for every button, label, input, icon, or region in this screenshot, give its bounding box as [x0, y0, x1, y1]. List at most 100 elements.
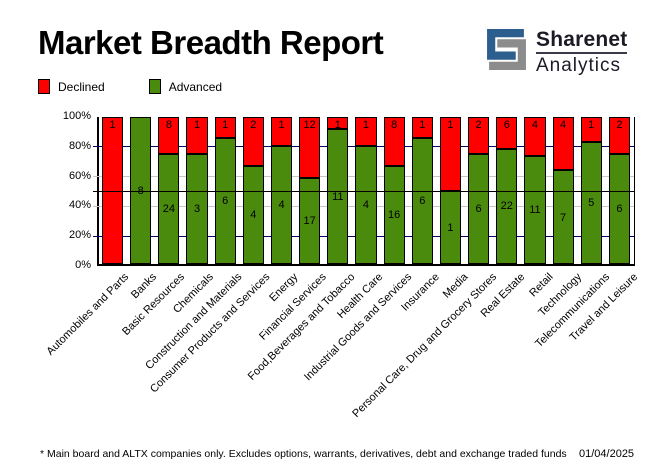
declined-value: 2: [616, 119, 623, 131]
declined-segment: [102, 117, 124, 264]
advanced-segment: [270, 146, 293, 264]
advanced-segment: [411, 138, 433, 264]
declined-value: 1: [334, 119, 341, 131]
advanced-segment: [130, 117, 152, 264]
declined-value: 8: [165, 119, 172, 131]
report-date: 01/04/2025: [579, 448, 635, 460]
advanced-value: 16: [388, 209, 401, 222]
advanced-segment: [468, 153, 490, 264]
advanced-value: 5: [588, 196, 595, 209]
advanced-value: 4: [278, 199, 285, 212]
declined-segment: [580, 117, 602, 142]
bar-slot: 8 24: [155, 117, 183, 264]
declined-segment: [383, 117, 405, 166]
y-axis-label: 60%: [68, 169, 91, 182]
advanced-segment: [524, 156, 546, 264]
declined-segment: [299, 117, 321, 178]
declined-value: 8: [391, 119, 398, 131]
advanced-value: 6: [616, 203, 623, 216]
legend-item-declined: Declined: [38, 79, 105, 94]
advanced-segment: [383, 166, 405, 264]
plot-area: 1882413162414121711114816161126622411471…: [93, 117, 635, 266]
advanced-segment: [496, 148, 518, 264]
declined-value: 1: [588, 119, 595, 131]
bar-slot: 6 22: [493, 117, 521, 264]
logo-divider: [536, 52, 628, 54]
declined-value: 6: [503, 119, 510, 131]
declined-segment: [186, 117, 208, 154]
declined-value: 1: [278, 119, 285, 131]
declined-value: 4: [560, 119, 567, 131]
advanced-swatch-icon: [148, 79, 161, 94]
sharenet-logo: Sharenet Analytics: [486, 28, 628, 76]
bar-food-beverages-and-tobacco: 1 11: [327, 117, 349, 264]
declined-value: 1: [222, 119, 229, 131]
declined-segment: [468, 117, 490, 154]
bar-retail: 4 11: [524, 117, 546, 264]
advanced-segment: [355, 146, 377, 264]
x-axis-label: Automobiles and Parts: [43, 271, 131, 358]
footnote: * Main board and ALTX companies only. Ex…: [40, 448, 567, 460]
advanced-value: 4: [362, 199, 370, 212]
declined-segment: [524, 117, 546, 157]
bars-container: 1882413162414121711114816161126622411471…: [99, 117, 634, 264]
bar-slot: 8: [127, 117, 155, 264]
declined-segment: [327, 117, 349, 130]
advanced-value: 3: [193, 203, 201, 216]
y-axis-label: 80%: [68, 139, 91, 152]
declined-swatch-icon: [38, 79, 50, 94]
sharenet-logo-icon: [487, 29, 526, 70]
y-axis-label: 20%: [68, 229, 91, 242]
legend-label-advanced: Advanced: [168, 79, 223, 94]
page-title: Market Breadth Report: [38, 24, 384, 61]
bar-slot: 1: [99, 117, 127, 264]
declined-segment: [355, 117, 377, 147]
bar-real-estate: 6 22: [496, 117, 518, 264]
y-axis-label: 0%: [75, 259, 91, 271]
advanced-segment: [327, 129, 349, 264]
chart-legend: Declined Advanced: [38, 79, 222, 94]
legend-label-declined: Declined: [58, 79, 105, 94]
declined-segment: [270, 117, 293, 147]
advanced-value: 24: [162, 203, 176, 216]
advanced-value: 11: [529, 204, 541, 217]
logo-brand-name: Sharenet: [536, 28, 628, 51]
advanced-segment: [580, 141, 602, 264]
declined-segment: [496, 117, 518, 149]
advanced-segment: [158, 153, 180, 264]
advanced-segment: [608, 153, 630, 264]
bar-basic-resources: 8 24: [158, 117, 180, 264]
declined-value: 1: [419, 119, 426, 131]
declined-value: 12: [303, 119, 316, 131]
declined-segment: [214, 117, 236, 138]
bar-slot: 12 17: [296, 117, 324, 264]
declined-value: 1: [109, 119, 116, 131]
bar-banks: 8: [130, 117, 152, 264]
y-axis-label: 40%: [68, 199, 91, 212]
bar-industrial-goods-and-services: 8 16: [383, 117, 405, 264]
declined-value: 1: [447, 119, 454, 131]
declined-value: 1: [193, 119, 201, 131]
declined-segment: [552, 117, 574, 171]
declined-segment: [439, 117, 462, 191]
advanced-segment: [552, 170, 574, 264]
advanced-segment: [214, 138, 236, 264]
advanced-segment: [242, 166, 264, 264]
advanced-value: 22: [500, 200, 513, 213]
declined-segment: [158, 117, 180, 154]
declined-value: 4: [531, 119, 538, 131]
